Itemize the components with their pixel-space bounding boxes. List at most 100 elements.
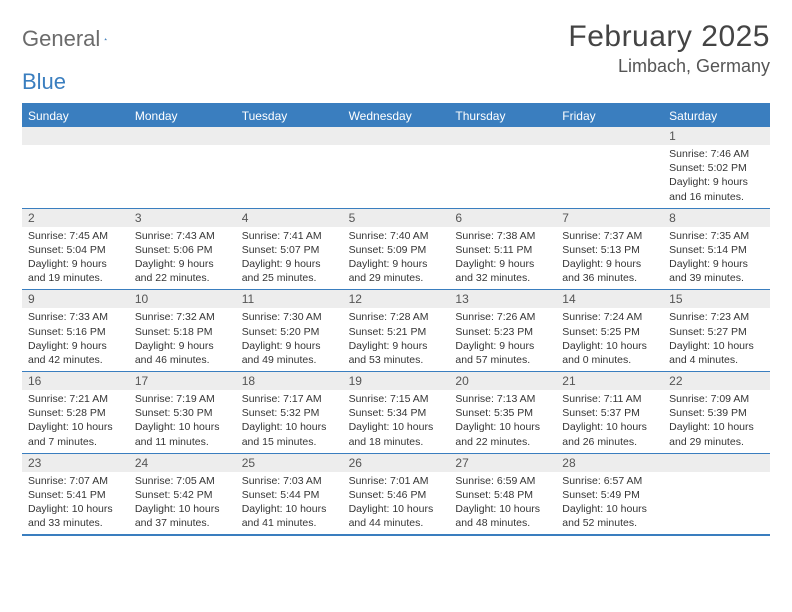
day-cell: 14Sunrise: 7:24 AMSunset: 5:25 PMDayligh… bbox=[556, 290, 663, 371]
sunset-text: Sunset: 5:23 PM bbox=[455, 325, 550, 339]
sunset-text: Sunset: 5:11 PM bbox=[455, 243, 550, 257]
daylight-line-1: Daylight: 9 hours bbox=[349, 257, 444, 271]
day-cell: 27Sunrise: 6:59 AMSunset: 5:48 PMDayligh… bbox=[449, 454, 556, 535]
sunset-text: Sunset: 5:14 PM bbox=[669, 243, 764, 257]
daylight-line-2: and 57 minutes. bbox=[455, 353, 550, 367]
sunset-text: Sunset: 5:04 PM bbox=[28, 243, 123, 257]
title-location: Limbach, Germany bbox=[568, 56, 770, 77]
logo: General bbox=[22, 20, 126, 52]
daylight-line-2: and 25 minutes. bbox=[242, 271, 337, 285]
sunset-text: Sunset: 5:28 PM bbox=[28, 406, 123, 420]
daylight-line-2: and 16 minutes. bbox=[669, 190, 764, 204]
day-number: 10 bbox=[129, 290, 236, 308]
day-cell bbox=[129, 127, 236, 208]
week-row: 1Sunrise: 7:46 AMSunset: 5:02 PMDaylight… bbox=[22, 127, 770, 209]
sunrise-text: Sunrise: 7:32 AM bbox=[135, 310, 230, 324]
day-detail: Sunrise: 7:11 AMSunset: 5:37 PMDaylight:… bbox=[556, 390, 663, 453]
sunset-text: Sunset: 5:20 PM bbox=[242, 325, 337, 339]
day-detail: Sunrise: 7:38 AMSunset: 5:11 PMDaylight:… bbox=[449, 227, 556, 290]
daylight-line-1: Daylight: 10 hours bbox=[349, 420, 444, 434]
day-cell: 1Sunrise: 7:46 AMSunset: 5:02 PMDaylight… bbox=[663, 127, 770, 208]
day-number: 6 bbox=[449, 209, 556, 227]
daylight-line-1: Daylight: 10 hours bbox=[28, 502, 123, 516]
day-number bbox=[236, 127, 343, 145]
daylight-line-2: and 15 minutes. bbox=[242, 435, 337, 449]
day-detail: Sunrise: 7:05 AMSunset: 5:42 PMDaylight:… bbox=[129, 472, 236, 535]
day-cell: 8Sunrise: 7:35 AMSunset: 5:14 PMDaylight… bbox=[663, 209, 770, 290]
day-cell: 11Sunrise: 7:30 AMSunset: 5:20 PMDayligh… bbox=[236, 290, 343, 371]
day-cell: 28Sunrise: 6:57 AMSunset: 5:49 PMDayligh… bbox=[556, 454, 663, 535]
day-detail: Sunrise: 6:59 AMSunset: 5:48 PMDaylight:… bbox=[449, 472, 556, 535]
day-number: 25 bbox=[236, 454, 343, 472]
daylight-line-1: Daylight: 10 hours bbox=[349, 502, 444, 516]
calendar: Sunday Monday Tuesday Wednesday Thursday… bbox=[22, 103, 770, 536]
sunset-text: Sunset: 5:34 PM bbox=[349, 406, 444, 420]
day-detail: Sunrise: 7:26 AMSunset: 5:23 PMDaylight:… bbox=[449, 308, 556, 371]
daylight-line-1: Daylight: 9 hours bbox=[28, 257, 123, 271]
sunset-text: Sunset: 5:27 PM bbox=[669, 325, 764, 339]
daylight-line-2: and 39 minutes. bbox=[669, 271, 764, 285]
day-number bbox=[449, 127, 556, 145]
day-cell: 17Sunrise: 7:19 AMSunset: 5:30 PMDayligh… bbox=[129, 372, 236, 453]
day-cell: 15Sunrise: 7:23 AMSunset: 5:27 PMDayligh… bbox=[663, 290, 770, 371]
day-cell bbox=[556, 127, 663, 208]
sunset-text: Sunset: 5:39 PM bbox=[669, 406, 764, 420]
logo-word-2: Blue bbox=[22, 69, 66, 95]
logo-sail-icon bbox=[104, 30, 107, 48]
day-cell: 3Sunrise: 7:43 AMSunset: 5:06 PMDaylight… bbox=[129, 209, 236, 290]
sunrise-text: Sunrise: 7:38 AM bbox=[455, 229, 550, 243]
day-cell: 19Sunrise: 7:15 AMSunset: 5:34 PMDayligh… bbox=[343, 372, 450, 453]
sunset-text: Sunset: 5:32 PM bbox=[242, 406, 337, 420]
daylight-line-1: Daylight: 10 hours bbox=[562, 420, 657, 434]
daylight-line-1: Daylight: 9 hours bbox=[135, 339, 230, 353]
daylight-line-2: and 0 minutes. bbox=[562, 353, 657, 367]
day-detail: Sunrise: 7:41 AMSunset: 5:07 PMDaylight:… bbox=[236, 227, 343, 290]
daylight-line-2: and 22 minutes. bbox=[455, 435, 550, 449]
day-header: Sunday bbox=[22, 105, 129, 127]
daylight-line-2: and 18 minutes. bbox=[349, 435, 444, 449]
day-header-row: Sunday Monday Tuesday Wednesday Thursday… bbox=[22, 105, 770, 127]
day-cell: 7Sunrise: 7:37 AMSunset: 5:13 PMDaylight… bbox=[556, 209, 663, 290]
daylight-line-2: and 11 minutes. bbox=[135, 435, 230, 449]
daylight-line-1: Daylight: 10 hours bbox=[242, 420, 337, 434]
daylight-line-2: and 36 minutes. bbox=[562, 271, 657, 285]
day-detail: Sunrise: 7:21 AMSunset: 5:28 PMDaylight:… bbox=[22, 390, 129, 453]
day-number: 19 bbox=[343, 372, 450, 390]
sunset-text: Sunset: 5:02 PM bbox=[669, 161, 764, 175]
day-number bbox=[556, 127, 663, 145]
day-cell bbox=[663, 454, 770, 535]
day-detail: Sunrise: 7:19 AMSunset: 5:30 PMDaylight:… bbox=[129, 390, 236, 453]
week-row: 2Sunrise: 7:45 AMSunset: 5:04 PMDaylight… bbox=[22, 209, 770, 291]
daylight-line-1: Daylight: 10 hours bbox=[28, 420, 123, 434]
sunrise-text: Sunrise: 7:09 AM bbox=[669, 392, 764, 406]
sunset-text: Sunset: 5:42 PM bbox=[135, 488, 230, 502]
day-detail: Sunrise: 7:07 AMSunset: 5:41 PMDaylight:… bbox=[22, 472, 129, 535]
day-detail: Sunrise: 7:24 AMSunset: 5:25 PMDaylight:… bbox=[556, 308, 663, 371]
daylight-line-2: and 4 minutes. bbox=[669, 353, 764, 367]
sunrise-text: Sunrise: 7:03 AM bbox=[242, 474, 337, 488]
day-number: 28 bbox=[556, 454, 663, 472]
daylight-line-2: and 7 minutes. bbox=[28, 435, 123, 449]
day-number: 1 bbox=[663, 127, 770, 145]
day-cell: 12Sunrise: 7:28 AMSunset: 5:21 PMDayligh… bbox=[343, 290, 450, 371]
week-row: 16Sunrise: 7:21 AMSunset: 5:28 PMDayligh… bbox=[22, 372, 770, 454]
daylight-line-2: and 33 minutes. bbox=[28, 516, 123, 530]
sunset-text: Sunset: 5:41 PM bbox=[28, 488, 123, 502]
sunset-text: Sunset: 5:30 PM bbox=[135, 406, 230, 420]
day-detail: Sunrise: 7:15 AMSunset: 5:34 PMDaylight:… bbox=[343, 390, 450, 453]
day-number: 17 bbox=[129, 372, 236, 390]
daylight-line-2: and 29 minutes. bbox=[349, 271, 444, 285]
sunrise-text: Sunrise: 7:40 AM bbox=[349, 229, 444, 243]
sunset-text: Sunset: 5:49 PM bbox=[562, 488, 657, 502]
sunrise-text: Sunrise: 6:59 AM bbox=[455, 474, 550, 488]
sunrise-text: Sunrise: 7:11 AM bbox=[562, 392, 657, 406]
day-number: 24 bbox=[129, 454, 236, 472]
day-number: 14 bbox=[556, 290, 663, 308]
day-cell bbox=[236, 127, 343, 208]
day-number: 23 bbox=[22, 454, 129, 472]
day-number: 20 bbox=[449, 372, 556, 390]
day-number: 21 bbox=[556, 372, 663, 390]
day-detail: Sunrise: 7:23 AMSunset: 5:27 PMDaylight:… bbox=[663, 308, 770, 371]
day-detail: Sunrise: 7:17 AMSunset: 5:32 PMDaylight:… bbox=[236, 390, 343, 453]
daylight-line-1: Daylight: 10 hours bbox=[242, 502, 337, 516]
